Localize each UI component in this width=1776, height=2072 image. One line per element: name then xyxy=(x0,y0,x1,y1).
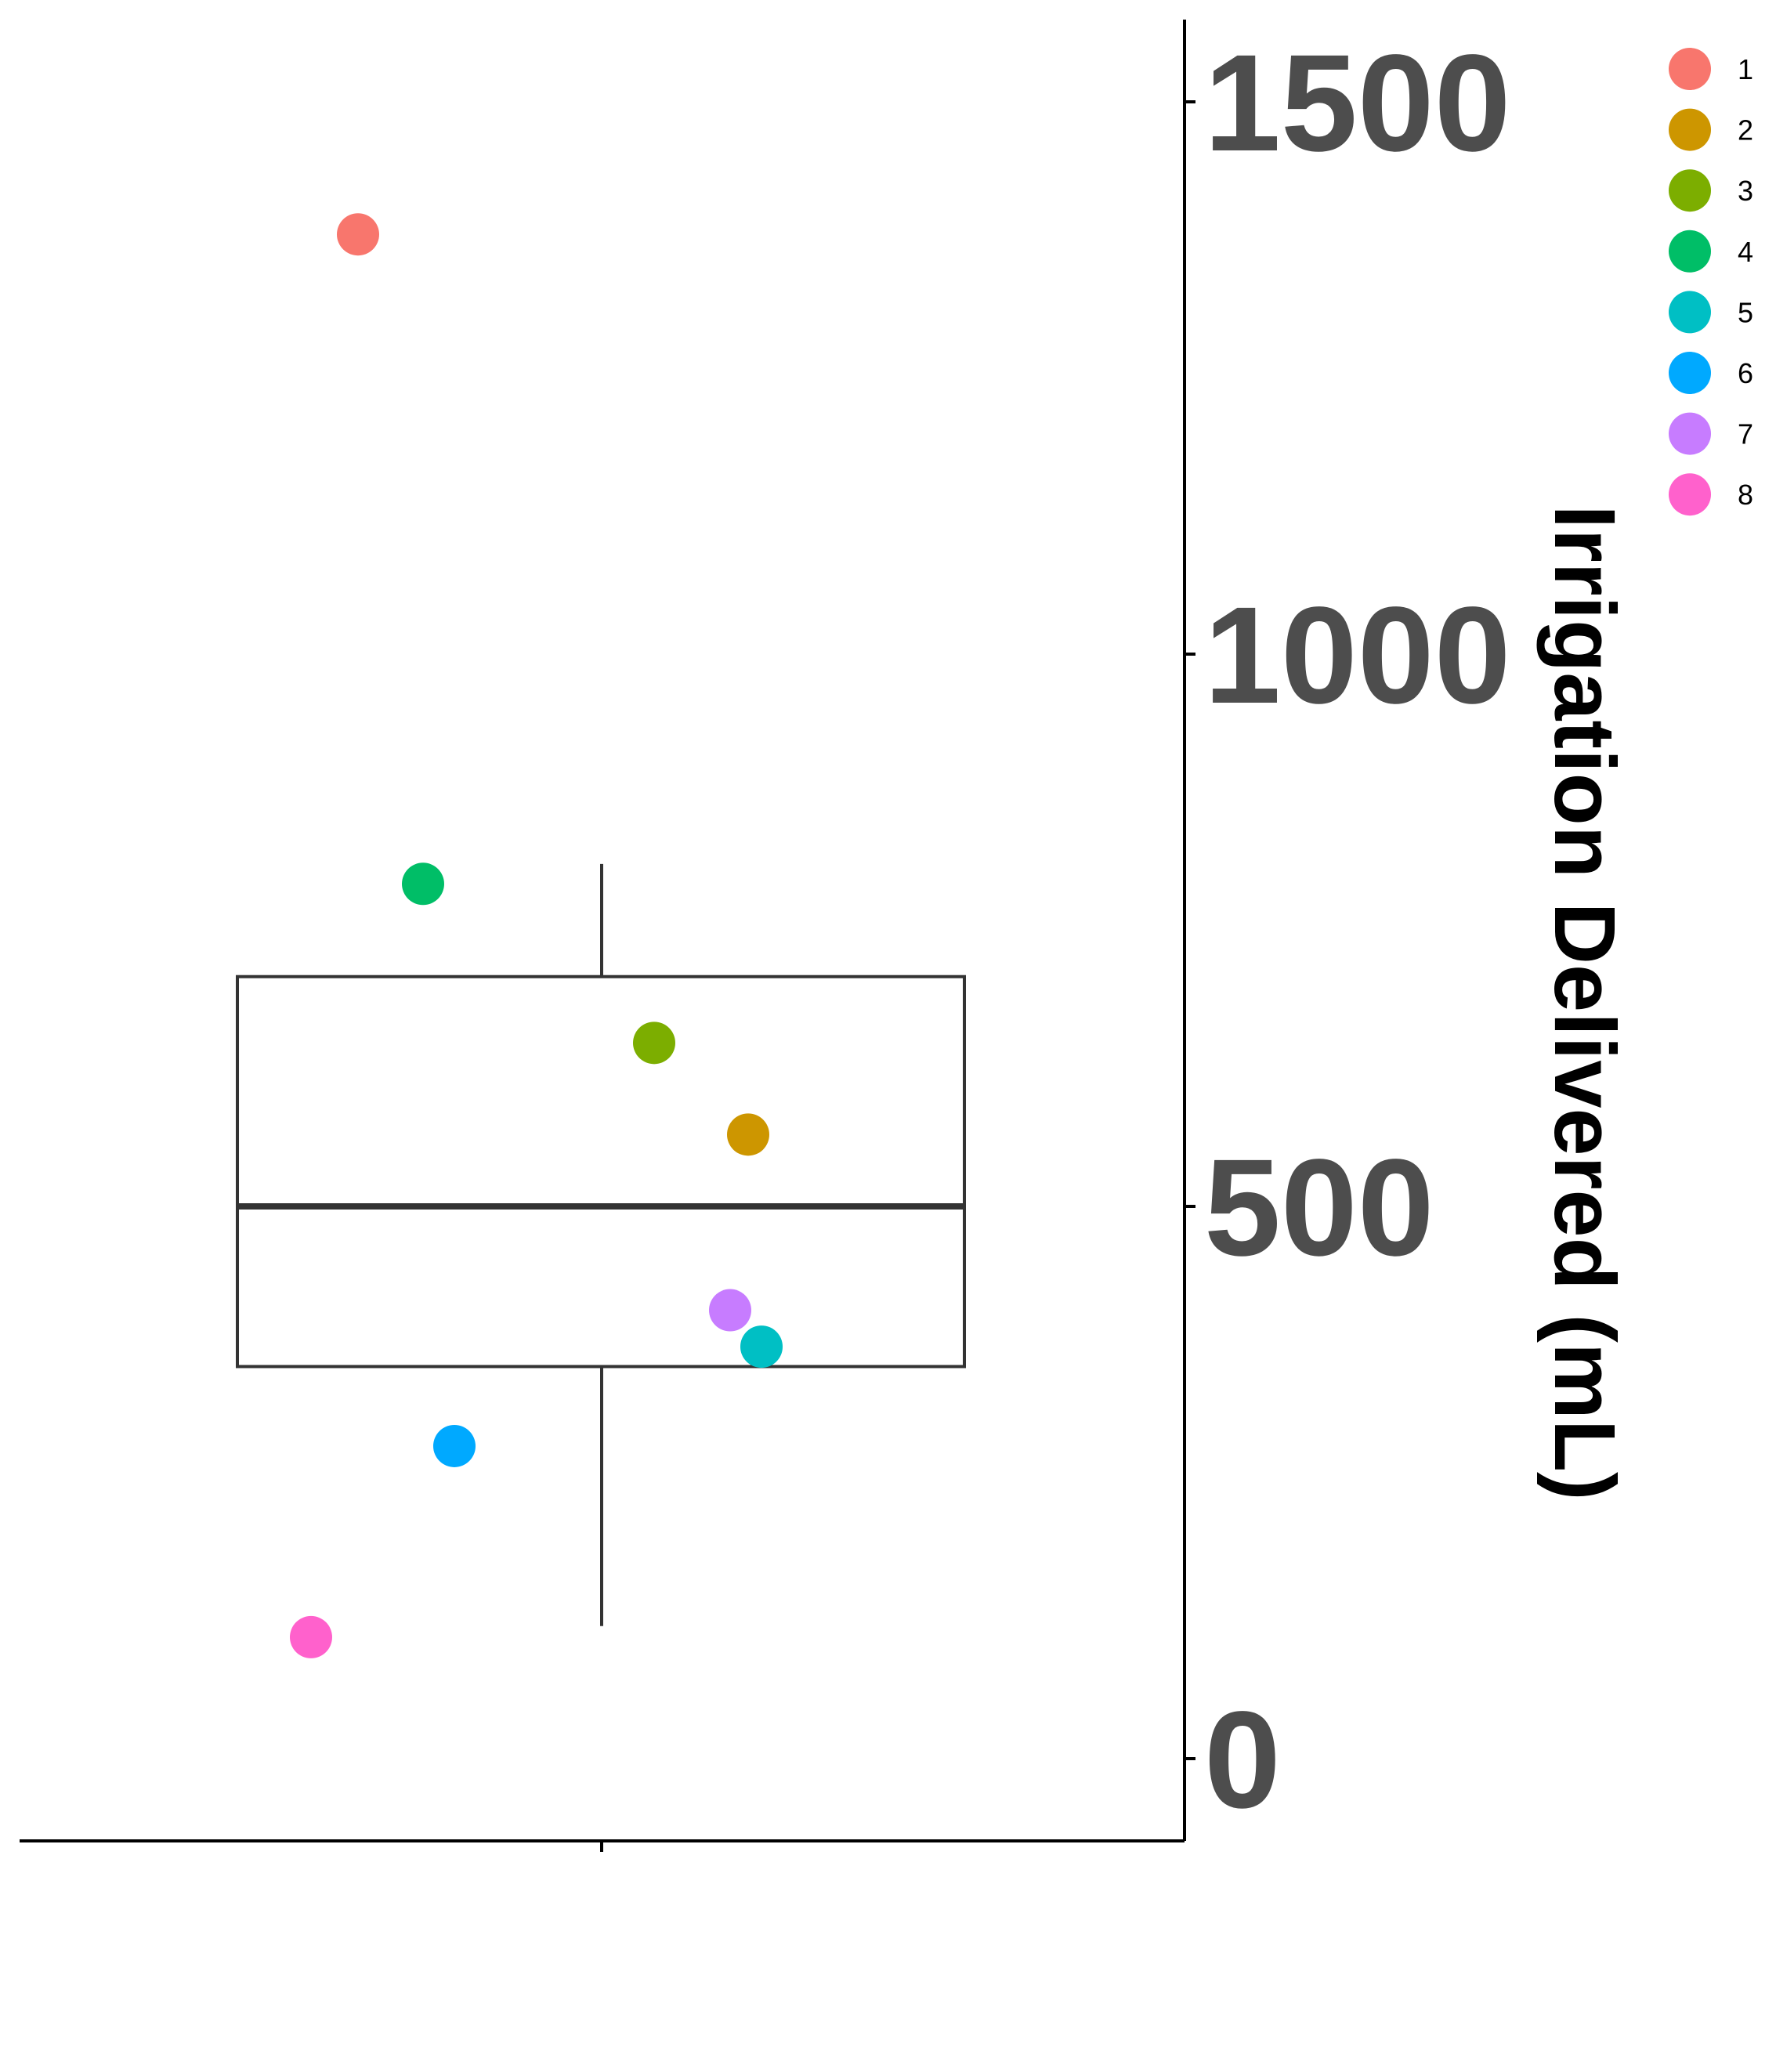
data-point-5 xyxy=(740,1325,783,1369)
legend-key-2 xyxy=(1669,108,1711,151)
legend-label-5: 5 xyxy=(1738,296,1753,328)
legend-key-6 xyxy=(1669,352,1711,394)
y-tick-label: 1000 xyxy=(1204,579,1511,732)
legend-label-8: 8 xyxy=(1738,479,1753,511)
legend-key-4 xyxy=(1669,230,1711,273)
y-axis-title: Irrigation Delivered (mL) xyxy=(1536,504,1633,1500)
legend-label-2: 2 xyxy=(1738,114,1753,146)
legend-label-7: 7 xyxy=(1738,418,1753,450)
data-point-4 xyxy=(402,862,444,906)
legend-key-3 xyxy=(1669,169,1711,212)
data-point-3 xyxy=(633,1022,675,1065)
legend-label-1: 1 xyxy=(1738,53,1753,85)
y-tick-label: 1500 xyxy=(1204,27,1511,180)
data-point-8 xyxy=(290,1615,332,1658)
y-axis: 0 500 1000 1500 xyxy=(20,20,1511,1852)
legend-key-1 xyxy=(1669,48,1711,90)
legend-key-5 xyxy=(1669,291,1711,334)
data-point-2 xyxy=(727,1113,769,1156)
legend-key-8 xyxy=(1669,473,1711,516)
box xyxy=(236,975,966,1369)
y-tick-label: 500 xyxy=(1204,1131,1434,1285)
legend-label-3: 3 xyxy=(1738,175,1753,207)
data-point-6 xyxy=(433,1424,476,1467)
legend-key-7 xyxy=(1669,412,1711,455)
legend-label-4: 4 xyxy=(1738,236,1753,268)
data-point-7 xyxy=(709,1289,751,1332)
legend-label-6: 6 xyxy=(1738,357,1753,389)
data-point-1 xyxy=(337,213,379,256)
legend: 1 2 3 4 5 6 7 8 xyxy=(1669,48,1753,516)
y-tick-label: 0 xyxy=(1204,1683,1281,1837)
plot-area xyxy=(236,213,966,1658)
